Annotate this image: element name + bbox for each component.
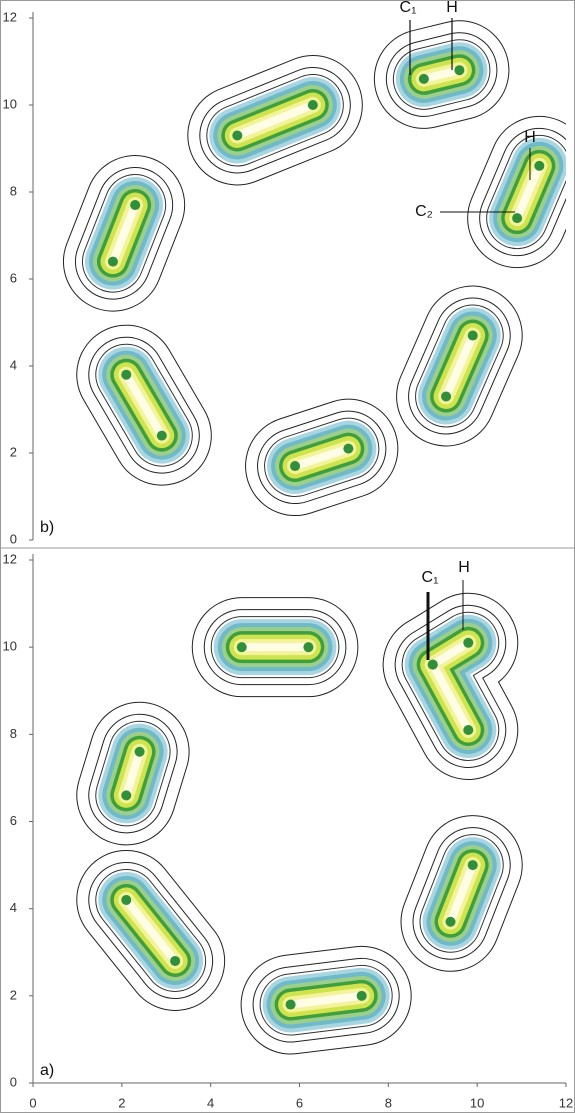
atom — [285, 999, 296, 1010]
atom — [343, 443, 354, 454]
atom — [307, 100, 318, 110]
y-tick-label: 10 — [3, 96, 17, 111]
panel-label: b) — [40, 519, 54, 536]
y-tick-label: 2 — [10, 987, 17, 1002]
annotation: C₁ — [422, 569, 439, 586]
x-tick-label: 12 — [559, 1095, 573, 1110]
y-tick-label: 4 — [10, 900, 17, 915]
atom — [107, 256, 118, 267]
atom — [290, 461, 301, 472]
density-contour — [122, 747, 144, 800]
atom — [467, 330, 478, 341]
density-contour — [446, 861, 477, 926]
x-tick-label: 6 — [296, 1095, 303, 1110]
annotation: H — [458, 559, 470, 576]
atom — [121, 369, 132, 380]
plot-area — [62, 20, 566, 517]
x-tick-label: 8 — [385, 1095, 392, 1110]
density-contour — [108, 201, 140, 266]
atom — [121, 894, 132, 905]
density-contour — [428, 660, 473, 734]
y-tick-label: 12 — [3, 551, 17, 566]
density-contour — [122, 895, 180, 965]
atom — [463, 724, 474, 735]
atom — [236, 642, 247, 653]
density-contour — [442, 331, 477, 401]
annotation: C₁ — [400, 0, 417, 16]
atom — [418, 73, 429, 84]
y-tick-label: 10 — [3, 639, 17, 654]
x-tick-label: 10 — [470, 1095, 484, 1110]
density-contour — [233, 101, 317, 140]
plot-area — [76, 592, 523, 1055]
atom — [467, 860, 478, 871]
atom — [445, 916, 456, 927]
x-tick-label: 2 — [118, 1095, 125, 1110]
y-tick-label: 0 — [10, 1074, 17, 1089]
y-tick-label: 8 — [10, 726, 17, 741]
annotation: H — [524, 129, 536, 146]
atom — [512, 213, 523, 224]
atom — [441, 391, 452, 402]
density-contour — [122, 370, 166, 440]
atom — [303, 642, 314, 653]
y-tick-label: 6 — [10, 270, 17, 285]
atom — [156, 430, 167, 441]
atom — [454, 65, 465, 76]
y-tick-label: 6 — [10, 813, 17, 828]
atom — [121, 790, 132, 801]
density-contour — [428, 638, 473, 669]
density-contour — [286, 991, 366, 1009]
density-contour — [513, 161, 544, 223]
atom — [130, 200, 141, 211]
y-tick-label: 2 — [10, 444, 17, 459]
density-contour — [291, 444, 353, 471]
density-contour — [419, 66, 464, 83]
x-tick-label: 0 — [29, 1095, 36, 1110]
annotation: H — [446, 0, 458, 16]
atom — [134, 746, 145, 757]
atom — [463, 637, 474, 648]
y-tick-label: 4 — [10, 357, 17, 372]
panel-label: a) — [40, 1062, 54, 1079]
atom — [427, 659, 438, 670]
atom — [356, 990, 367, 1001]
x-tick-label: 4 — [207, 1095, 214, 1110]
y-tick-label: 8 — [10, 183, 17, 198]
atom — [534, 160, 545, 171]
atom — [170, 955, 181, 966]
annotation: C₂ — [415, 203, 433, 220]
atom — [232, 130, 243, 141]
y-tick-label: 12 — [3, 9, 17, 24]
y-tick-label: 0 — [10, 531, 17, 546]
